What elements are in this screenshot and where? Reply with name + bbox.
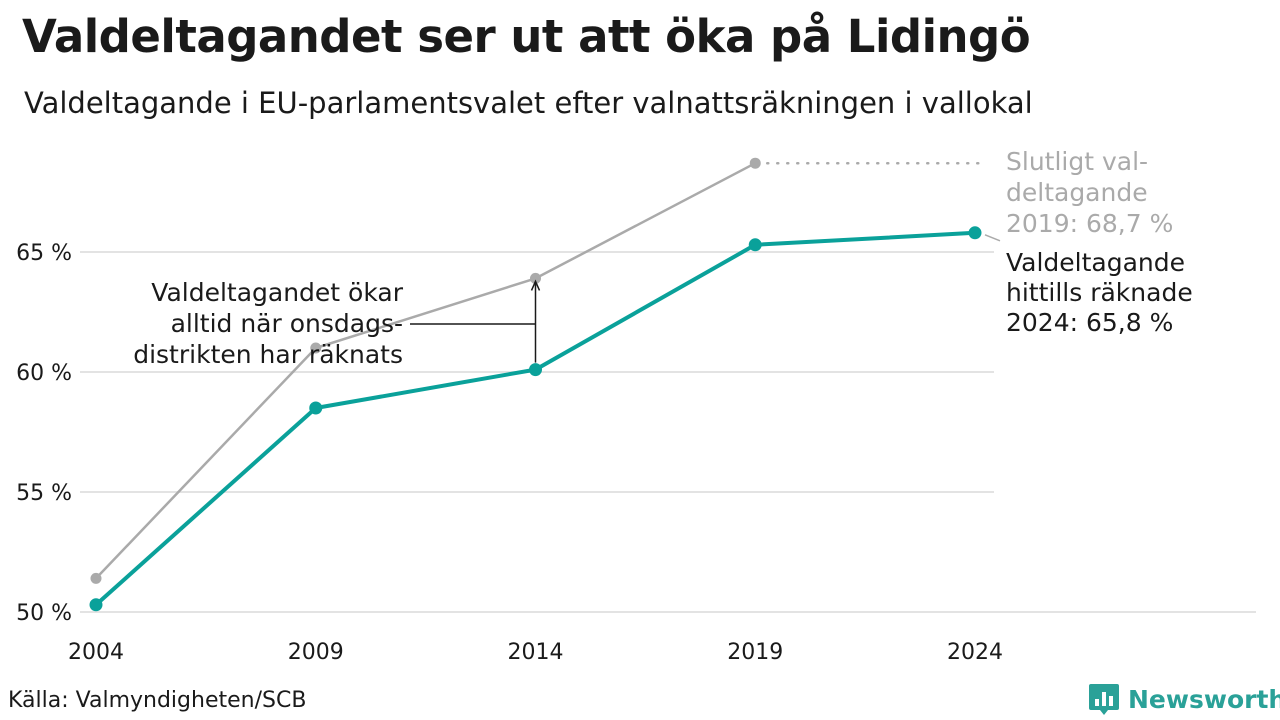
current-2024-annotation: Valdeltagande hittills räknade 2024: 65,8 … <box>1006 248 1193 337</box>
increase-annotation-line: distrikten har räknats <box>133 340 403 369</box>
brand-logo: Newsworthy <box>1088 682 1280 716</box>
y-tick-label: 50 % <box>16 601 72 626</box>
final-2019-annotation-line: deltagande <box>1006 178 1148 207</box>
final-2019-annotation-line: 2019: 68,7 % <box>1006 209 1173 238</box>
current-2024-annotation-line: Valdeltagande <box>1006 248 1185 277</box>
x-tick-label: 2009 <box>288 640 344 665</box>
final-turnout-point <box>90 572 102 584</box>
current-2024-annotation-line: hittills räknade <box>1006 278 1193 307</box>
x-tick-label: 2004 <box>68 640 124 665</box>
y-tick-label: 60 % <box>16 361 72 386</box>
y-tick-label: 55 % <box>16 481 72 506</box>
increase-annotation-line: alltid när onsdags- <box>171 309 403 338</box>
election-night-turnout-point <box>748 238 762 252</box>
final-turnout-point <box>749 157 761 169</box>
current-2024-annotation-line: 2024: 65,8 % <box>1006 308 1173 337</box>
y-tick-label: 65 % <box>16 241 72 266</box>
increase-annotation-line: Valdeltagandet ökar <box>151 278 403 307</box>
brand-name: Newsworthy <box>1128 684 1280 714</box>
bar-chart-speech-bubble-icon <box>1089 684 1119 715</box>
chart-title: Valdeltagandet ser ut att öka på Lidingö <box>22 10 1031 63</box>
election-night-turnout-point <box>529 363 542 377</box>
final-2019-annotation-line: Slutligt val- <box>1006 147 1148 176</box>
increase-arrow-head <box>530 279 541 291</box>
x-tick-label: 2024 <box>947 640 1003 665</box>
increase-annotation: Valdeltagandet ökar alltid när onsdags-di… <box>133 278 403 369</box>
chart-subtitle: Valdeltagande i EU-parlamentsvalet efter… <box>24 86 1033 120</box>
final-turnout-point <box>310 342 322 354</box>
x-tick-label: 2019 <box>727 640 783 665</box>
election-night-turnout-point <box>89 598 103 612</box>
final-turnout-line <box>95 162 756 580</box>
x-tick-label: 2014 <box>508 640 564 665</box>
current-2024-leader <box>984 234 1001 242</box>
final-2019-annotation: Slutligt val-deltagande 2019: 68,7 % <box>1006 147 1173 238</box>
election-night-turnout-point <box>968 226 982 240</box>
final-turnout-point <box>530 272 541 284</box>
election-night-turnout-point <box>309 401 323 415</box>
source-note: Källa: Valmyndigheten/SCB <box>8 688 307 713</box>
